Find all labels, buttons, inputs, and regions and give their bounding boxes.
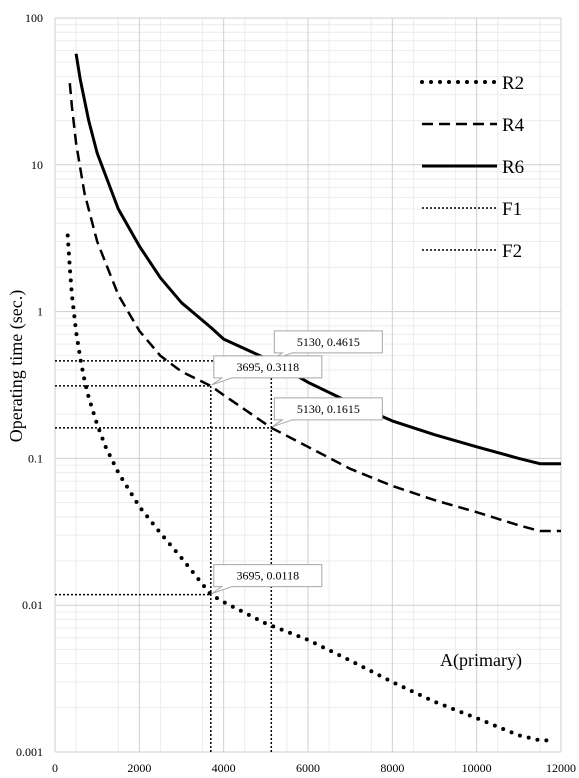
legend: R2 R4 R6 F1 F2 <box>420 73 525 262</box>
data-label-callout: 3695, 0.0118 <box>211 564 323 595</box>
data-label: 3695, 0.0118 <box>237 569 300 583</box>
callout-box <box>211 564 323 595</box>
callout-box <box>211 355 323 386</box>
x-tick-label: 2000 <box>127 761 151 775</box>
series-line-r4 <box>68 82 561 533</box>
legend-label: R4 <box>502 115 525 136</box>
x-tick-label: 4000 <box>212 761 236 775</box>
callout-box <box>272 397 383 428</box>
y-tick-label: 100 <box>25 11 43 25</box>
data-label: 5130, 0.4615 <box>297 335 360 349</box>
grid-layer <box>54 17 562 753</box>
data-label-callout: 3695, 0.3118 <box>211 355 323 386</box>
axis-layer: 0 2000 4000 6000 8000 10000 12000 100 10 1 0.1 0.01… <box>16 11 576 775</box>
legend-label: R2 <box>502 73 524 94</box>
y-axis-title: Operating time (sec.) <box>6 290 27 442</box>
y-tick-label: 0.1 <box>28 451 43 465</box>
series-line-r2 <box>65 233 555 743</box>
x-tick-label: 8000 <box>380 761 404 775</box>
y-tick-label: 1 <box>37 305 43 319</box>
callout-layer: 5130, 0.4615 3695, 0.3118 5130, 0.1615 3695… <box>211 330 383 595</box>
series-layer <box>65 53 561 752</box>
y-tick-label: 10 <box>31 158 43 172</box>
x-axis-title: A(primary) <box>440 650 522 671</box>
data-label-callout: 5130, 0.1615 <box>272 397 383 428</box>
legend-label: F1 <box>502 199 522 220</box>
x-tick-label: 6000 <box>296 761 320 775</box>
series-line-r6 <box>74 53 561 466</box>
x-tick-label: 10000 <box>462 761 492 775</box>
x-tick-label: 12000 <box>546 761 576 775</box>
data-label: 3695, 0.3118 <box>237 360 300 374</box>
data-label: 5130, 0.1615 <box>297 402 360 416</box>
legend-label: R6 <box>502 157 524 178</box>
x-tick-label: 0 <box>52 761 58 775</box>
y-tick-label: 0.01 <box>22 598 43 612</box>
legend-label: F2 <box>502 241 522 262</box>
y-tick-label: 0.001 <box>16 745 43 759</box>
